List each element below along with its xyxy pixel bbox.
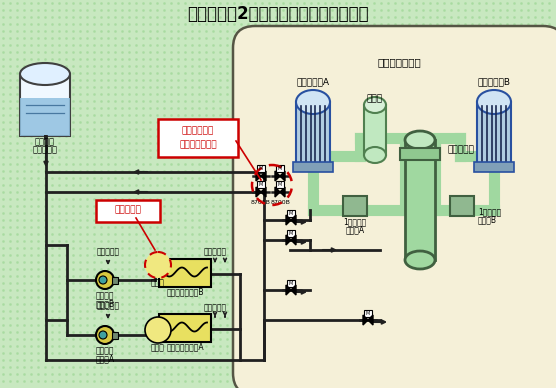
Bar — [112, 277, 118, 284]
Ellipse shape — [477, 90, 511, 114]
Ellipse shape — [296, 90, 330, 114]
Text: 8700B: 8700B — [271, 201, 291, 206]
Text: M: M — [259, 166, 263, 171]
Bar — [257, 181, 265, 188]
Bar — [477, 102, 511, 166]
Text: 余熱除去: 余熱除去 — [96, 291, 114, 300]
Bar — [474, 162, 514, 172]
Bar — [400, 148, 440, 160]
Text: 蒸気発生器A: 蒸気発生器A — [296, 78, 330, 87]
Text: M: M — [259, 182, 263, 187]
Text: M: M — [289, 211, 293, 216]
Circle shape — [96, 271, 114, 289]
FancyBboxPatch shape — [233, 26, 556, 388]
Circle shape — [96, 326, 114, 344]
Text: 閉止状態が不: 閉止状態が不 — [182, 126, 214, 135]
Text: 1次冷却材: 1次冷却材 — [478, 208, 502, 217]
Bar — [276, 165, 284, 172]
Ellipse shape — [405, 251, 435, 269]
Ellipse shape — [364, 97, 386, 113]
Text: ポンプB: ポンプB — [478, 215, 497, 225]
Text: 圧力計: 圧力計 — [151, 279, 165, 288]
Bar — [159, 259, 211, 287]
Ellipse shape — [20, 63, 70, 85]
Text: M: M — [278, 166, 282, 171]
Text: 用水タンク: 用水タンク — [32, 146, 57, 154]
Text: M: M — [289, 231, 293, 236]
Text: 補機冷却水: 補機冷却水 — [203, 248, 226, 256]
Text: 1次冷却材: 1次冷却材 — [344, 218, 366, 227]
Ellipse shape — [405, 131, 435, 149]
Text: 加圧器: 加圧器 — [367, 95, 383, 104]
Polygon shape — [286, 235, 296, 245]
Text: ポンプA: ポンプA — [345, 225, 365, 234]
Bar — [159, 314, 211, 342]
Text: 完全であった弁: 完全であった弁 — [179, 140, 217, 149]
Polygon shape — [286, 215, 296, 225]
Bar — [257, 165, 265, 172]
Text: 圧力計: 圧力計 — [151, 343, 165, 353]
Text: M: M — [366, 311, 370, 316]
Text: 原子炉格納容器: 原子炉格納容器 — [377, 57, 421, 67]
Text: 補機冷却水: 補機冷却水 — [96, 248, 120, 256]
Polygon shape — [256, 187, 266, 197]
Bar — [405, 140, 435, 260]
Polygon shape — [275, 187, 285, 197]
Bar — [20, 98, 70, 136]
Bar — [287, 230, 295, 237]
Bar — [343, 196, 367, 216]
Text: 伊方発電所2号機　余熱除去系統概略図: 伊方発電所2号機 余熱除去系統概略図 — [187, 5, 369, 23]
Bar — [112, 332, 118, 339]
Text: 燃料取替: 燃料取替 — [35, 137, 55, 147]
Bar — [364, 310, 372, 317]
Text: 補機冷却水: 補機冷却水 — [96, 301, 120, 310]
Text: 原子炉容器: 原子炉容器 — [448, 146, 475, 154]
Text: M: M — [289, 281, 293, 286]
Polygon shape — [275, 171, 285, 181]
Polygon shape — [286, 285, 296, 295]
Ellipse shape — [364, 147, 386, 163]
Circle shape — [99, 331, 107, 339]
Text: 余熱除去冷却器B: 余熱除去冷却器B — [166, 288, 203, 296]
Polygon shape — [363, 315, 373, 325]
Text: 補機冷却水: 補機冷却水 — [203, 303, 226, 312]
Text: ポンプB: ポンプB — [96, 300, 115, 308]
Text: ポンプA: ポンプA — [96, 355, 115, 364]
Bar — [364, 105, 386, 155]
Bar — [296, 102, 330, 166]
Text: 蒸気発生器B: 蒸気発生器B — [478, 78, 510, 87]
Text: M: M — [278, 182, 282, 187]
FancyBboxPatch shape — [96, 200, 160, 222]
Bar — [287, 280, 295, 287]
Text: 余熱除去: 余熱除去 — [96, 346, 114, 355]
Text: 圧力の上昇: 圧力の上昇 — [115, 206, 141, 215]
Bar — [293, 162, 333, 172]
Polygon shape — [256, 171, 266, 181]
Circle shape — [145, 317, 171, 343]
Circle shape — [99, 276, 107, 284]
FancyBboxPatch shape — [158, 119, 238, 157]
Circle shape — [145, 252, 171, 278]
Text: 余熱除去冷却器A: 余熱除去冷却器A — [166, 343, 204, 352]
Text: 8701B: 8701B — [251, 201, 271, 206]
Bar — [276, 181, 284, 188]
Bar — [450, 196, 474, 216]
Bar — [20, 74, 70, 136]
Bar — [287, 210, 295, 217]
